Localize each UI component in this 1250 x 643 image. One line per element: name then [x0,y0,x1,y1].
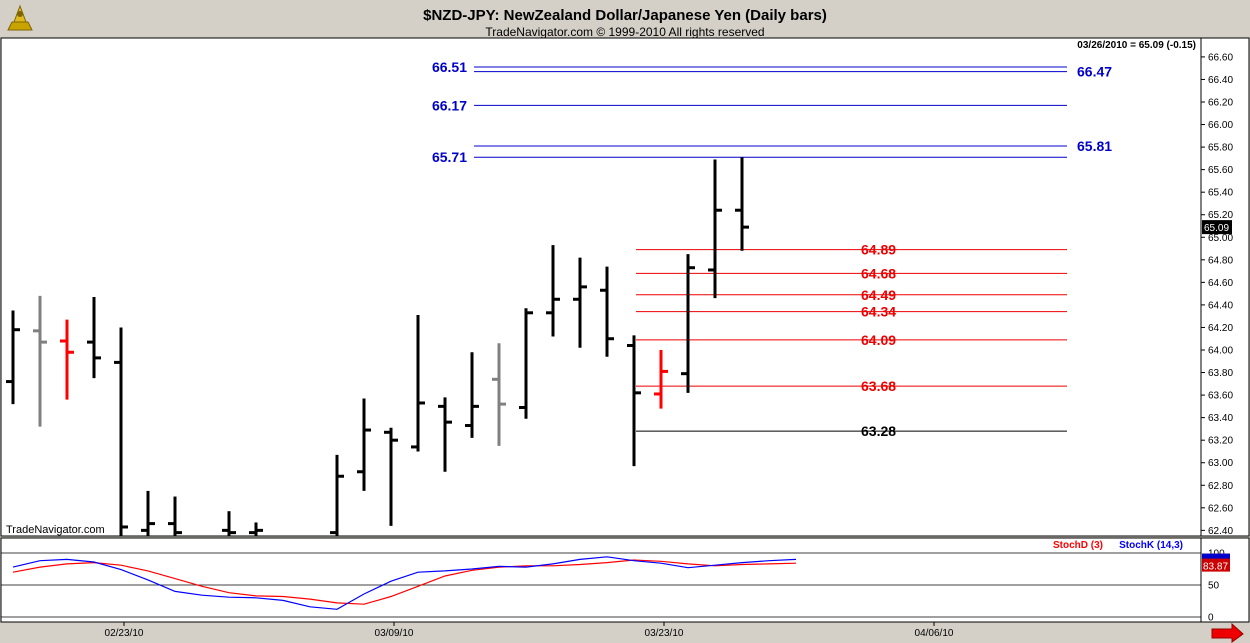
ohlc-bar [654,350,668,409]
ohlc-bar [546,245,560,337]
price-tick-label: 62.40 [1208,526,1233,537]
oscillator-series-line [12,559,797,605]
price-tick-label: 64.80 [1208,255,1233,266]
ohlc-bar [627,335,641,467]
price-levels: 66.51 66.47 66.17 65.81 65.71 64.89 64.68 64.49… [432,59,1112,439]
price-tick-label: 64.00 [1208,346,1233,357]
price-tick-label: 63.60 [1208,391,1233,402]
price-tick-label: 64.40 [1208,300,1233,311]
date-tick-label: 03/23/10 [645,628,684,639]
scroll-right-button[interactable] [1211,622,1244,643]
price-tick-label: 64.60 [1208,278,1233,289]
ohlc-bar [60,319,74,400]
watermark: TradeNavigator.com [6,524,105,536]
date-axis: 02/23/10 03/09/10 03/23/10 04/06/10 [105,622,954,639]
ohlc-bar [735,157,749,251]
level-label: 66.51 [432,59,467,75]
price-panel[interactable] [0,37,1202,537]
level-label: 64.09 [861,332,896,348]
oscillator-axis [1200,537,1250,623]
price-tick-label: 65.60 [1208,165,1233,176]
chart-title: $NZD-JPY: NewZealand Dollar/Japanese Yen… [423,7,827,24]
ohlc-bar [168,496,182,536]
level-label: 64.34 [861,304,896,320]
oscillator-panel[interactable] [0,537,1202,623]
level-label: 65.71 [432,149,467,165]
price-tick-label: 66.20 [1208,98,1233,109]
ohlc-bar [87,297,101,379]
ohlc-bar [411,315,425,452]
ohlc-bar [465,352,479,438]
level-label: 64.49 [861,287,896,303]
copyright-text: TradeNavigator.com © 1999-2010 All right… [485,25,764,39]
ohlc-bar [600,266,614,357]
price-tick-label: 65.40 [1208,188,1233,199]
level-label: 66.17 [432,97,467,113]
ohlc-bar [6,310,20,405]
price-tick-label: 66.60 [1208,52,1233,63]
price-tick-label: 62.60 [1208,503,1233,514]
oscillator-series-line [12,556,797,610]
price-tick-label: 66.40 [1208,75,1233,86]
ohlc-bar [249,522,263,536]
level-label: 66.47 [1077,64,1112,80]
ohlc-bar [222,511,236,536]
legend-stochk: StochK (14,3) [1119,540,1183,551]
price-tick-label: 64.20 [1208,323,1233,334]
price-tick-label: 63.80 [1208,368,1233,379]
level-label: 64.89 [861,242,896,258]
ohlc-bar [141,490,155,536]
oscillator-legend: StochD (3) StochK (14,3) [1053,540,1183,551]
price-axis-ticks: 62.40 62.60 62.80 63.00 63.20 63.40 63.60 63.80… [1201,52,1233,537]
price-tick-label: 63.40 [1208,413,1233,424]
date-tick-label: 04/06/10 [915,628,954,639]
oscillator-axis-ticks: 050100 [1,549,1225,624]
ohlc-bar [384,427,398,526]
ohlc-bar [573,257,587,348]
level-label: 64.68 [861,265,896,281]
oscillator-tick-label: 0 [1208,613,1214,624]
last-quote: 03/26/2010 = 65.09 (-0.15) [1077,40,1196,51]
price-tick-label: 63.00 [1208,458,1233,469]
level-label: 65.81 [1077,138,1112,154]
last-price-box [1202,220,1232,235]
price-tick-label: 63.20 [1208,436,1233,447]
ohlc-bar [33,295,47,427]
ohlc-bar [357,398,371,491]
date-tick-label: 03/09/10 [375,628,414,639]
price-bars [6,157,749,536]
ohlc-bar [519,308,533,419]
ohlc-bar [681,254,695,393]
price-tick-label: 65.20 [1208,210,1233,221]
oscillator-tick-label: 50 [1208,581,1220,592]
price-tick-label: 65.80 [1208,143,1233,154]
date-tick-label: 02/23/10 [105,628,144,639]
ohlc-bar [492,343,506,446]
last-price-marker: 65.09 [1202,220,1232,235]
legend-stochd: StochD (3) [1053,540,1103,551]
price-tick-label: 65.00 [1208,233,1233,244]
ohlc-bar [438,397,452,472]
ohlc-bar [114,327,128,536]
last-price-label: 65.09 [1204,223,1229,234]
oscillator-lines: 83.87 [12,553,1230,610]
app-logo [4,4,36,34]
ohlc-bar [708,159,722,299]
oscillator-value-label: 83.87 [1203,562,1228,573]
oscillator-value-box-top [1202,553,1230,559]
level-label: 63.68 [861,378,896,394]
price-axis [1200,37,1250,537]
price-tick-label: 66.00 [1208,120,1233,131]
ohlc-bar [330,454,344,536]
price-tick-label: 62.80 [1208,481,1233,492]
level-label: 63.28 [861,423,896,439]
